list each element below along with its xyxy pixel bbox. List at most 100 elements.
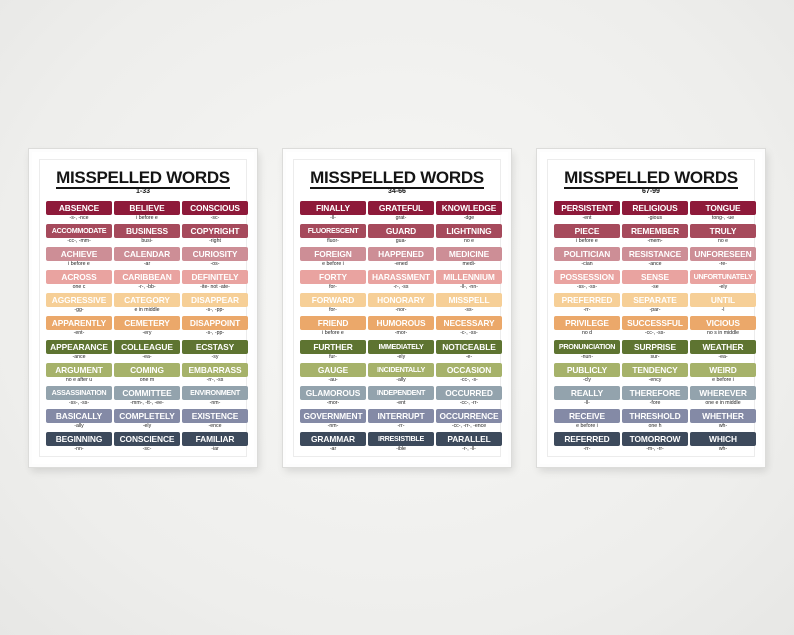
spelling-hint: -ally [396,376,406,383]
spelling-hint: -ery [142,330,152,337]
word-label: BEGINNING [46,431,112,446]
word-card: OCCURRED -cc-, -rr- [436,385,502,406]
word-card: HONORARY -nor- [368,293,434,313]
word-label: COPYRIGHT [182,224,248,239]
word-label: WHEREVER [690,385,756,400]
word-card: CONSCIOUS -sc- [182,201,248,221]
word-card: WEATHER -ea- [690,339,756,360]
word-label: INCIDENTALLY [368,362,434,377]
poster-1: MISSPELLED WORDS 1-33 ABSENCE -s-, -nce BE… [39,159,248,457]
word-card: SURPRISE sur- [622,339,688,360]
poster-title: MISSPELLED WORDS [56,168,230,189]
word-card: DEFINITELY -ite- not -ate- [182,270,248,290]
word-card: ECSTASY -sy [182,339,248,360]
word-card: RELIGIOUS -gious [622,201,688,221]
word-card: PREFERRED -rr- [554,293,620,313]
spelling-hint: -sy [211,353,219,360]
word-label: SURPRISE [622,339,688,354]
word-card: WEIRD e before i [690,362,756,383]
spelling-hint: e before i [322,261,344,268]
word-card: DISAPPOINT -s-, -pp- [182,316,248,336]
word-card: FINALLY -ll- [300,201,366,221]
word-label: MILLENNIUM [436,270,502,285]
spelling-hint: -iar [211,445,219,452]
word-label: DISAPPOINT [182,316,248,331]
word-label: APPEARANCE [46,339,112,354]
word-card: UNTIL -l [690,293,756,313]
word-card: NOTICEABLE -e- [436,339,502,360]
word-card: COPYRIGHT -right [182,224,248,244]
word-card: HAPPENED -ened [368,247,434,267]
spelling-hint: -par- [649,307,661,314]
word-label: EMBARRASS [182,362,248,377]
word-grid: PERSISTENT -ent RELIGIOUS -gious TONGUE tong-… [554,201,756,452]
word-label: MISSPELL [436,293,502,308]
word-card: SUCCESSFUL -cc-, -ss- [622,316,688,336]
word-label: TOMORROW [622,431,688,446]
spelling-hint: -ll- [330,215,336,221]
word-label: RECEIVE [554,408,620,423]
word-label: FORTY [300,270,366,285]
word-grid: ABSENCE -s-, -nce BELIEVE i before e CONSCIO… [46,201,248,452]
word-card: GLAMOROUS -mor- [300,385,366,406]
word-card: GRATEFUL grat- [368,201,434,221]
word-label: BUSINESS [114,224,180,239]
word-card: ARGUMENT no e after u [46,362,112,383]
word-card: SEPARATE -par- [622,293,688,313]
word-label: TENDENCY [622,362,688,377]
word-label: CALENDAR [114,247,180,262]
word-card: APPARENTLY -ent- [46,316,112,336]
word-card: SENSE -se [622,270,688,290]
spelling-hint: one e in middle [705,399,741,406]
poster-3: MISSPELLED WORDS 67-99 PERSISTENT -ent REL… [547,159,756,457]
spelling-hint: -ely [718,284,728,291]
spelling-hint: -cc-, -ss- [644,330,666,337]
spelling-hint: one h [648,422,662,429]
word-card: CURIOSITY -os- [182,247,248,267]
word-label: OCCASION [436,362,502,377]
word-label: PERSISTENT [554,201,620,215]
word-label: HUMOROUS [368,316,434,331]
word-label: OCCURRED [436,385,502,400]
word-card: PUBLICLY -cly [554,362,620,383]
word-label: INTERRUPT [368,408,434,423]
word-label: COMMITTEE [114,385,180,400]
spelling-hint: -ll- [584,399,590,406]
word-label: DEFINITELY [182,270,248,285]
spelling-hint: -rr- [583,445,591,452]
word-label: FOREIGN [300,247,366,262]
word-label: SEPARATE [622,293,688,308]
spelling-hint: -ent [396,399,406,406]
word-label: FINALLY [300,201,366,215]
word-label: THRESHOLD [622,408,688,423]
word-card: TRULY no e [690,224,756,244]
word-card: FOREIGN e before i [300,247,366,267]
spelling-hint: -ss-, -ss- [576,284,598,291]
word-label: FAMILIAR [182,431,248,446]
poster-title: MISSPELLED WORDS [310,168,484,189]
word-label: GAUGE [300,362,366,377]
word-label: WEIRD [690,362,756,377]
spelling-hint: -ened [394,261,408,268]
word-label: KNOWLEDGE [436,201,502,215]
spelling-hint: -cian [581,261,593,268]
word-label: PIECE [554,224,620,239]
word-label: DISAPPEAR [182,293,248,308]
word-card: OCCURRENCE -cc-, -rr-, -ence [436,408,502,429]
word-label: PARALLEL [436,431,502,446]
spelling-hint: -ent [582,215,592,221]
word-label: MEDICINE [436,247,502,262]
spelling-hint: -gious [647,215,663,221]
word-card: MILLENNIUM -ll-, -nn- [436,270,502,290]
spelling-hint: -ss- [464,307,474,314]
word-label: TONGUE [690,201,756,215]
word-label: CONSCIENCE [114,431,180,446]
spelling-hint: -r-, -bb- [138,284,156,291]
spelling-hint: -right [209,238,221,245]
word-label: WHETHER [690,408,756,423]
word-card: THRESHOLD one h [622,408,688,429]
word-label: FORWARD [300,293,366,308]
word-label: FURTHER [300,339,366,354]
word-label: EXISTENCE [182,408,248,423]
word-label: IRRESISTIBLE [368,431,434,446]
